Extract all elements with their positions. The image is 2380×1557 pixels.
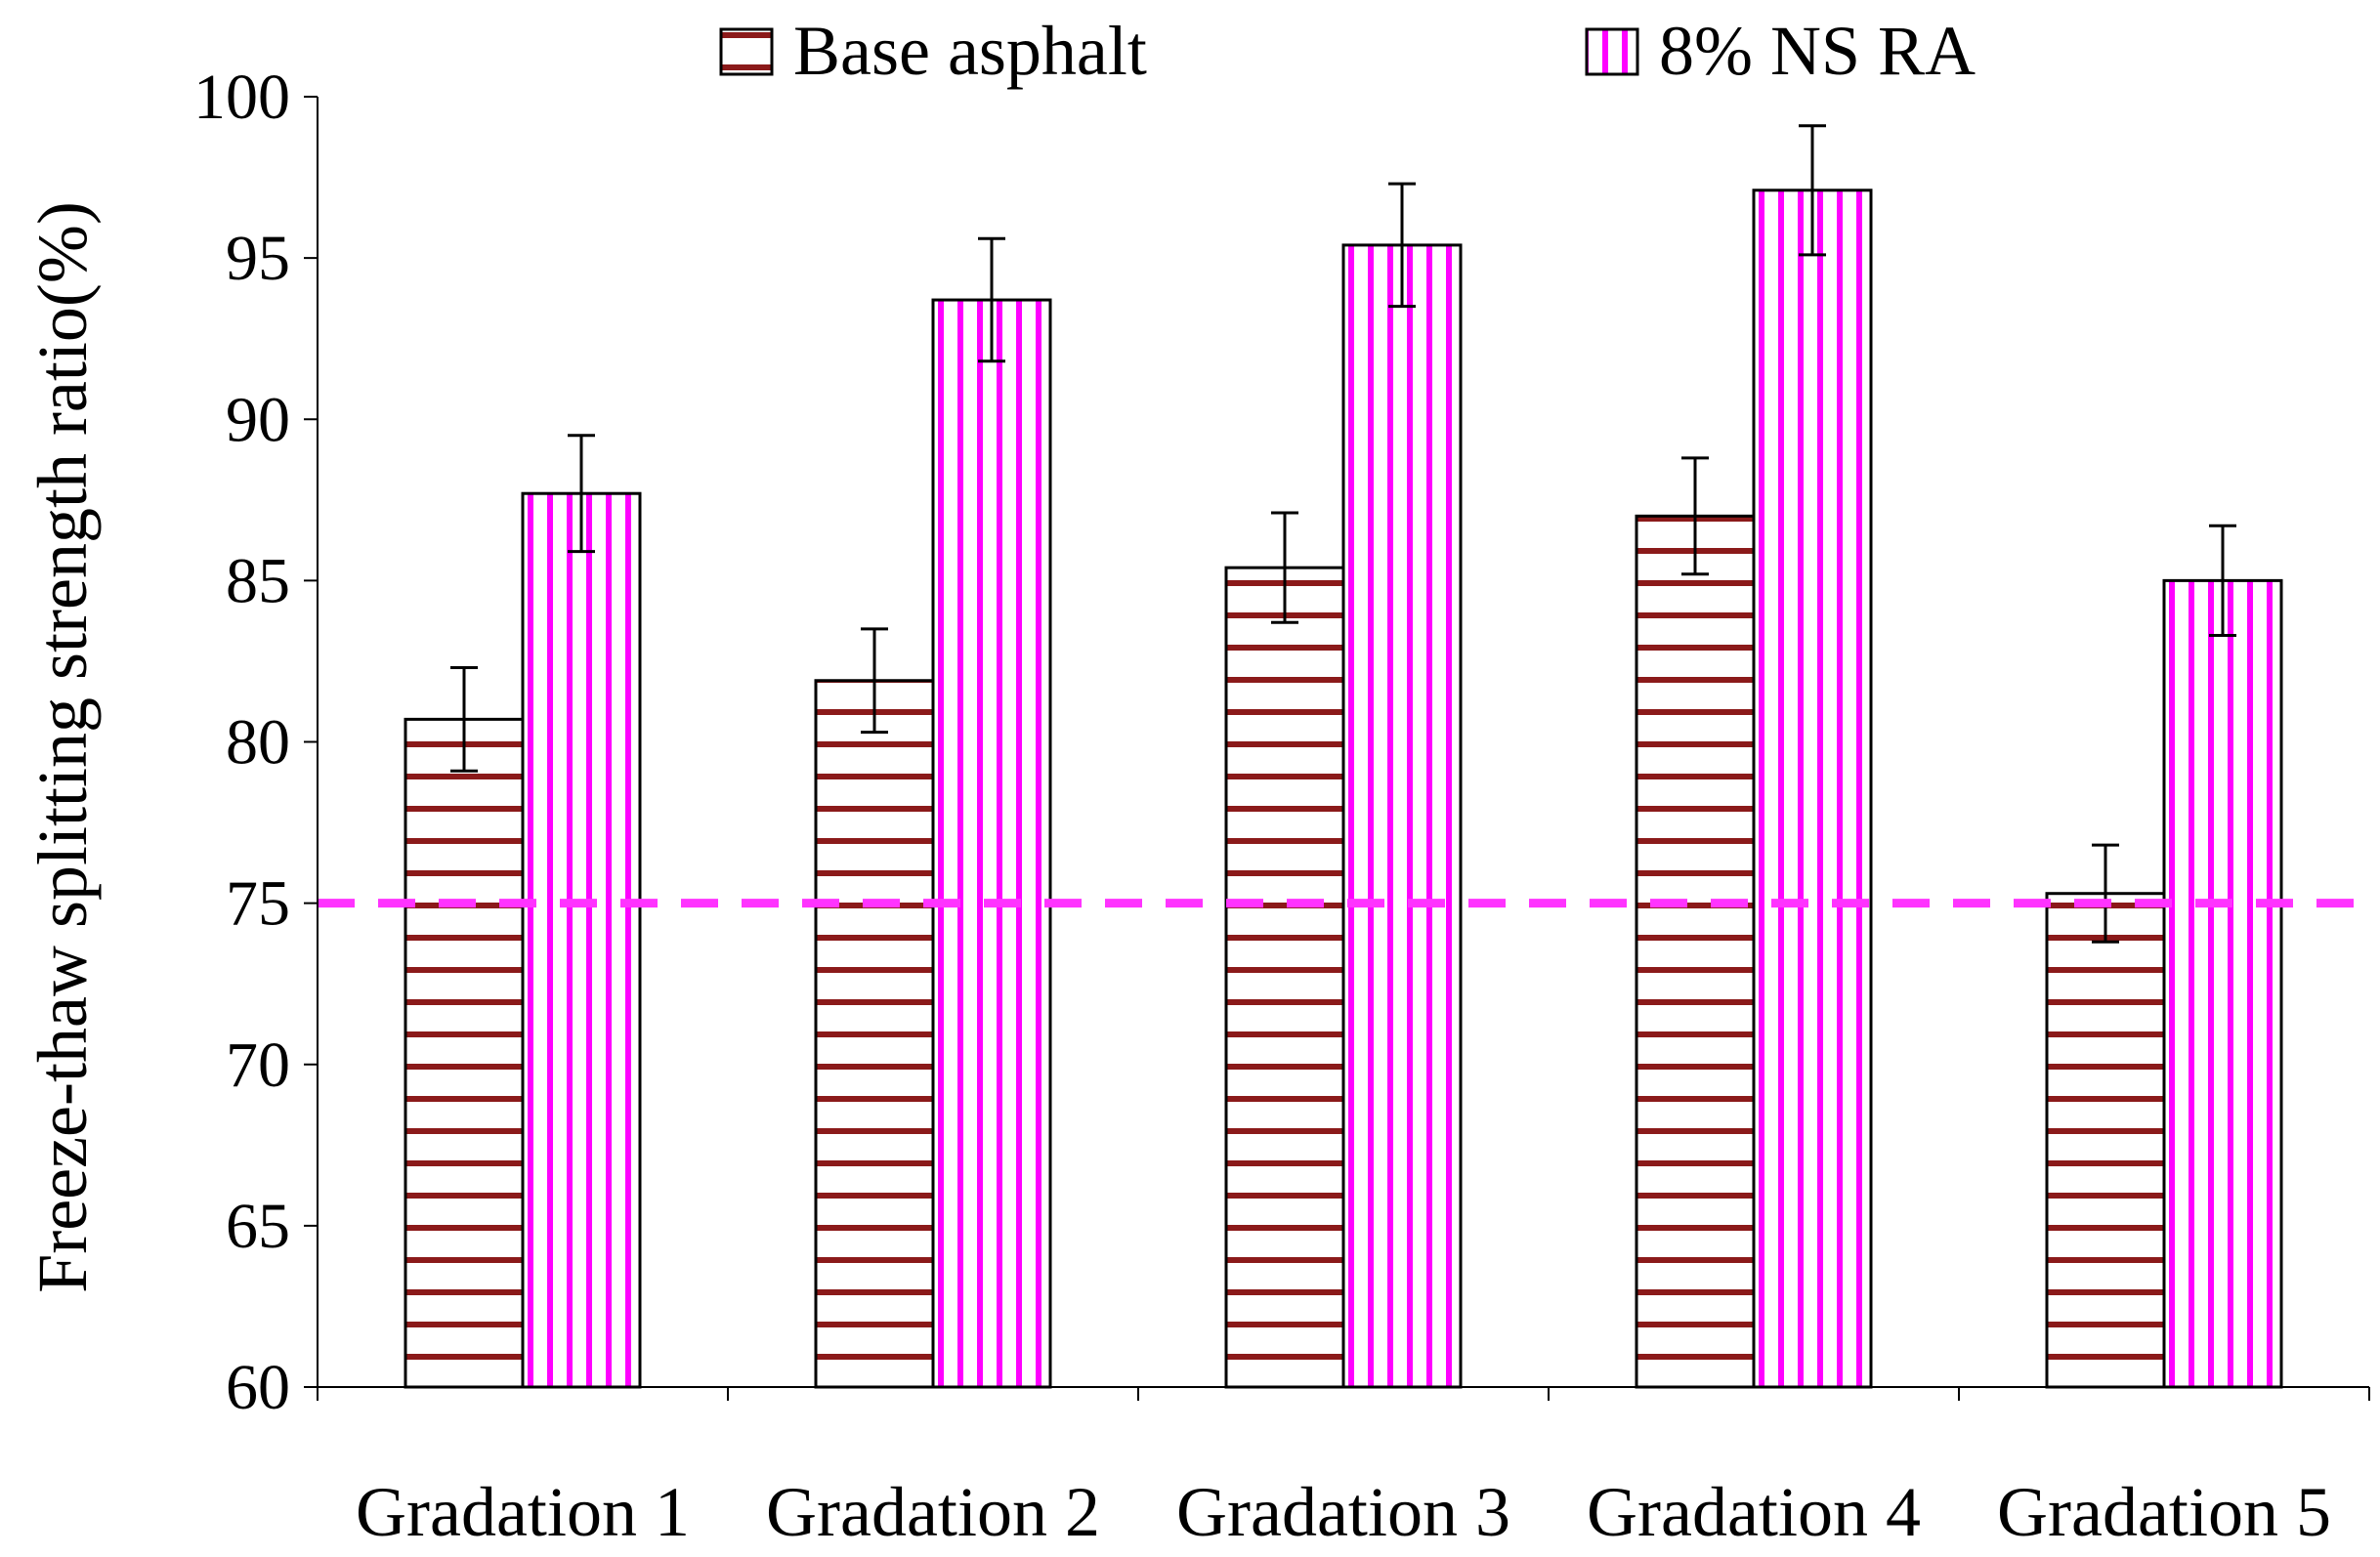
- legend-swatch-base-asphalt: [719, 27, 774, 76]
- y-tick-label: 95: [226, 223, 290, 294]
- legend: Base asphalt 8% NS RA: [719, 12, 1976, 90]
- y-tick-label: 80: [226, 707, 290, 778]
- bar-ns-ra: [1341, 243, 1463, 1389]
- bar-ns-ra: [1752, 189, 1873, 1389]
- bar-base-asphalt: [1224, 566, 1345, 1389]
- legend-item-base-asphalt: Base asphalt: [719, 12, 1147, 90]
- bar-base-asphalt: [1635, 514, 1756, 1389]
- legend-label-base-asphalt: Base asphalt: [793, 12, 1147, 90]
- x-category-label: Gradation 3: [1176, 1473, 1510, 1551]
- y-tick-label: 85: [226, 545, 290, 616]
- y-tick-label: 60: [226, 1352, 290, 1423]
- bar-base-asphalt: [2045, 892, 2166, 1389]
- y-tick-label: 65: [226, 1191, 290, 1262]
- bar-group: [404, 189, 2283, 1389]
- y-tick-label: 100: [193, 62, 290, 133]
- legend-label-ns-ra: 8% NS RA: [1659, 12, 1976, 90]
- y-tick-label: 75: [226, 868, 290, 940]
- legend-swatch-ns-ra: [1585, 27, 1639, 76]
- legend-item-ns-ra: 8% NS RA: [1585, 12, 1976, 90]
- bar-ns-ra: [2162, 578, 2283, 1389]
- bar-base-asphalt: [814, 679, 935, 1389]
- x-axis-ticks: Gradation 1 Gradation 2 Gradation 3 Gradati…: [317, 1387, 2370, 1551]
- y-axis-title: Freeze-thaw splitting strength ratio(%): [23, 201, 102, 1293]
- bar-ns-ra: [521, 491, 642, 1389]
- y-tick-label: 90: [226, 384, 290, 455]
- y-tick-label: 70: [226, 1030, 290, 1101]
- x-category-label: Gradation 4: [1587, 1473, 1921, 1551]
- x-category-label: Gradation 5: [1997, 1473, 2331, 1551]
- bar-base-asphalt: [404, 717, 525, 1389]
- bar-ns-ra: [931, 298, 1052, 1389]
- y-axis-ticks: 60 65 70 75 80 85 90 95 100: [193, 62, 318, 1423]
- error-bar-group: [450, 124, 2236, 944]
- x-category-label: Gradation 1: [356, 1473, 690, 1551]
- x-category-label: Gradation 2: [766, 1473, 1100, 1551]
